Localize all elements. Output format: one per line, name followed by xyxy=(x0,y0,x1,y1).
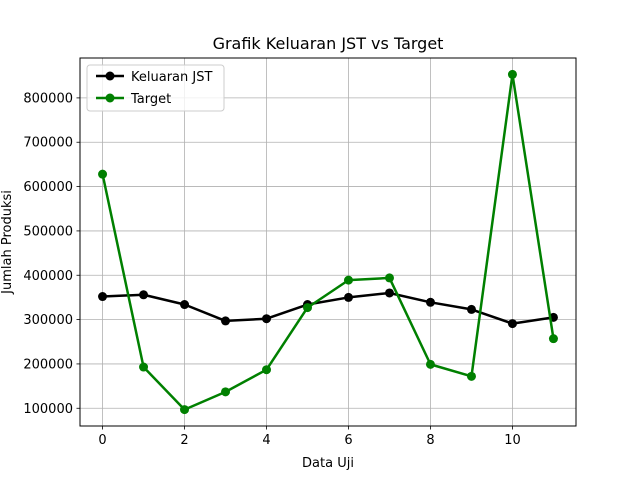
y-tick-label: 500000 xyxy=(23,224,73,239)
x-tick-label: 8 xyxy=(426,433,434,448)
y-axis-label: Jumlah Produksi xyxy=(0,190,15,295)
series-layer xyxy=(98,69,558,415)
data-point-keluaran-jst xyxy=(98,292,108,302)
y-tick-label: 800000 xyxy=(23,91,73,106)
data-point-target xyxy=(548,334,558,344)
chart-title: Grafik Keluaran JST vs Target xyxy=(213,34,444,53)
y-tick-label: 100000 xyxy=(23,402,73,417)
data-point-keluaran-jst xyxy=(425,297,435,307)
x-tick-label: 10 xyxy=(504,433,521,448)
data-point-keluaran-jst xyxy=(221,316,231,326)
data-point-target xyxy=(343,275,353,285)
x-tick-label: 0 xyxy=(98,433,106,448)
data-point-target xyxy=(262,365,272,375)
data-point-target xyxy=(98,169,108,179)
y-tick-label: 200000 xyxy=(23,357,73,372)
axis-ticks: 0 2 4 6 8 10 100000 200000 300000 400000 500000 600… xyxy=(23,91,520,448)
data-point-keluaran-jst xyxy=(262,314,272,324)
series-line-target xyxy=(101,73,555,411)
legend-marker-target xyxy=(105,93,115,103)
data-point-target xyxy=(507,69,517,79)
y-tick-label: 300000 xyxy=(23,313,73,328)
series-line-keluaran-jst xyxy=(102,291,554,325)
data-point-target xyxy=(425,359,435,369)
data-point-keluaran-jst xyxy=(343,292,353,302)
x-tick-label: 6 xyxy=(344,433,352,448)
data-point-target xyxy=(466,371,476,381)
data-point-keluaran-jst xyxy=(180,300,190,310)
data-point-target xyxy=(221,387,231,397)
data-point-keluaran-jst xyxy=(466,304,476,314)
data-point-keluaran-jst xyxy=(139,290,149,300)
grid-lines xyxy=(80,58,576,426)
legend-label-keluaran: Keluaran JST xyxy=(131,70,212,85)
plot-frame xyxy=(79,57,577,427)
legend-label-target: Target xyxy=(130,92,171,107)
x-axis-label: Data Uji xyxy=(302,456,354,471)
y-tick-label: 400000 xyxy=(23,269,73,284)
legend-marker-keluaran xyxy=(105,71,115,81)
x-tick-label: 2 xyxy=(180,433,188,448)
data-point-keluaran-jst xyxy=(507,319,517,329)
data-point-target xyxy=(303,303,313,313)
legend: Keluaran JST Target xyxy=(86,64,225,112)
data-point-target xyxy=(384,273,394,283)
x-tick-label: 4 xyxy=(262,433,270,448)
y-tick-label: 700000 xyxy=(23,136,73,151)
data-point-keluaran-jst xyxy=(384,288,394,298)
data-point-target xyxy=(180,405,190,415)
data-point-target xyxy=(139,362,149,372)
y-tick-label: 600000 xyxy=(23,180,73,195)
